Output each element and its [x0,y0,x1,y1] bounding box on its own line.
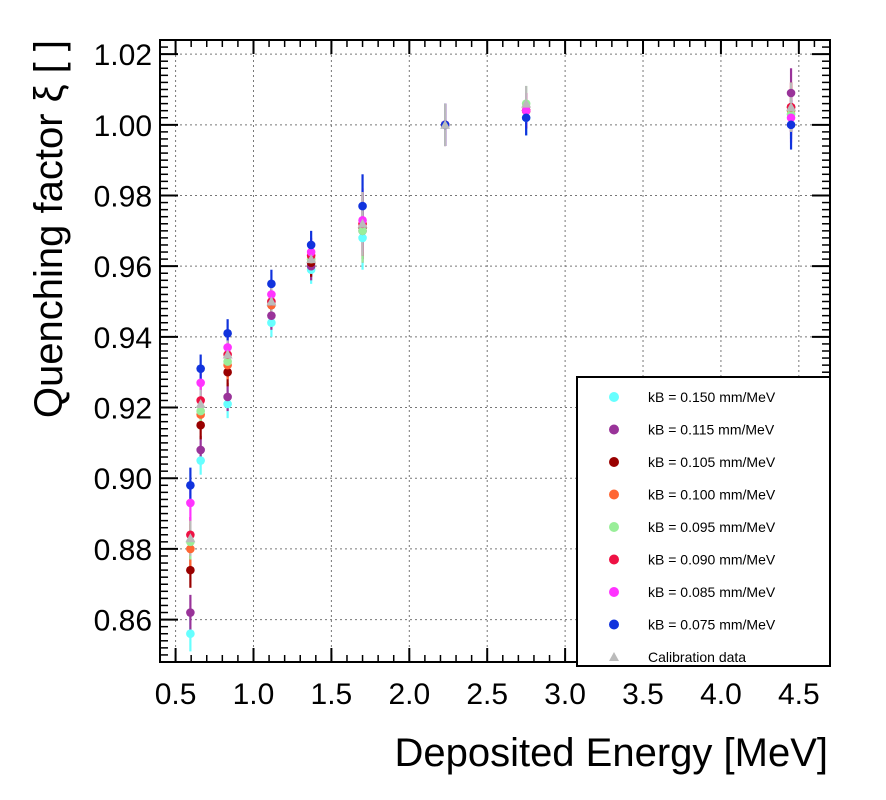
data-point [306,247,316,257]
data-point [186,629,195,639]
data-point [786,120,796,130]
data-point-triangle [357,218,368,228]
legend-marker [609,457,619,467]
data-point [186,544,195,554]
data-point [186,480,195,490]
data-point [786,88,796,98]
y-tick-label: 0.92 [94,393,152,426]
data-point [267,279,276,289]
data-point [358,201,367,211]
legend-marker [609,392,619,402]
data-point-triangle [306,254,317,264]
x-tick-label: 4.5 [778,678,820,711]
data-point [521,106,531,115]
legend-label: kB = 0.100 mm/MeV [648,487,776,503]
legend-marker [609,522,619,532]
data-point-triangle [521,98,532,108]
legend-marker-triangle [609,652,619,661]
data-point [196,445,205,455]
data-point [267,318,276,328]
legend-marker [609,554,619,565]
data-point [223,357,232,366]
data-points [185,88,797,639]
legend-label: kB = 0.095 mm/MeV [648,519,776,535]
data-point-triangle [195,399,206,409]
legend-marker [609,489,619,500]
legend-label: Calibration data [648,649,746,665]
legend-label: kB = 0.075 mm/MeV [648,617,776,633]
data-point-triangle [185,533,196,543]
y-tick-label: 0.90 [94,463,152,496]
legend: kB = 0.150 mm/MeV kB = 0.115 mm/MeV kB = 0… [576,376,831,667]
x-tick-label: 3.0 [544,678,586,711]
legend-label: kB = 0.115 mm/MeV [648,422,775,438]
data-point [196,456,205,465]
y-tick-label: 1.00 [94,110,152,143]
data-point-triangle [440,119,451,129]
x-tick-labels: 0.5 1.0 1.5 2.0 2.5 3.0 3.5 4.0 4.5 [155,678,820,711]
data-point [521,113,531,123]
data-point [196,364,205,373]
x-tick-label: 1.5 [311,678,353,711]
data-point [267,311,276,320]
data-point [306,240,316,250]
data-point [186,608,195,617]
y-tick-label: 0.88 [94,534,152,567]
data-point [223,343,232,352]
y-tick-label: 0.96 [94,251,152,284]
legend-label: kB = 0.150 mm/MeV [648,389,776,405]
data-point [786,113,796,123]
grid-lines [160,40,830,662]
legend-marker [609,587,619,597]
legend-marker [609,424,619,435]
x-axis-title: Deposited Energy [MeV] [394,731,828,775]
legend-marker [609,619,619,630]
data-point [267,290,276,299]
data-point [223,399,232,409]
legend-label: kB = 0.085 mm/MeV [648,584,776,600]
data-point [358,233,367,243]
data-point [196,378,205,388]
x-tick-label: 4.0 [700,678,742,711]
y-tick-labels: 0.86 0.88 0.90 0.92 0.94 0.96 0.98 1.00 1.02 [94,39,152,637]
y-tick-label: 0.98 [94,181,152,214]
x-tick-label: 2.0 [388,678,430,711]
y-tick-label: 1.02 [94,39,152,72]
y-tick-label: 0.86 [94,605,152,638]
legend-label: kB = 0.105 mm/MeV [648,454,776,470]
data-point [186,498,195,508]
legend-box [576,376,831,667]
data-point-triangle [222,349,233,359]
legend-label: kB = 0.090 mm/MeV [648,552,776,568]
data-point [186,565,195,575]
data-point-triangle [786,102,797,112]
x-tick-label: 1.0 [233,678,275,711]
x-tick-label: 3.5 [622,678,664,711]
data-point [223,329,232,338]
y-axis-title: Quenching factor ξ [ ] [27,40,71,418]
x-tick-label: 0.5 [155,678,197,711]
data-point [196,406,205,416]
x-tick-label: 2.5 [466,678,508,711]
data-point [358,226,367,236]
y-tick-label: 0.94 [94,322,152,355]
data-point [223,367,232,377]
data-point [223,392,232,402]
data-point [196,420,205,430]
data-point-triangle [266,296,277,306]
